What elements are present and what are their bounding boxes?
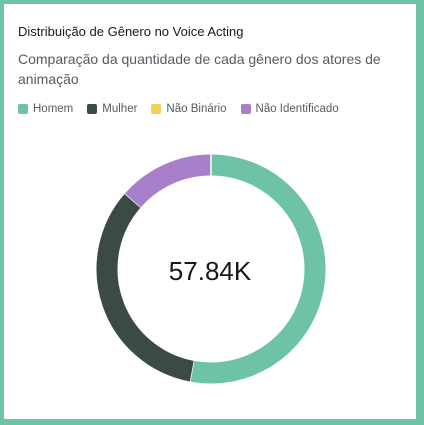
- legend-label: Mulher: [102, 103, 138, 115]
- donut-slice-homem[interactable]: [189, 154, 326, 384]
- legend-item-nao-binario[interactable]: Não Binário: [151, 103, 227, 115]
- frame-edge-bottom: [0, 419, 424, 425]
- legend-swatch: [151, 104, 162, 114]
- donut-slice-n-o-identificado[interactable]: [124, 154, 212, 208]
- legend-item-homem[interactable]: Homem: [18, 103, 73, 115]
- frame-edge-right: [416, 0, 424, 425]
- chart-subtitle: Comparação da quantidade de cada gênero …: [18, 51, 381, 87]
- legend-label: Não Binário: [166, 103, 227, 115]
- legend-swatch: [240, 104, 251, 114]
- slice-separator: [189, 360, 195, 382]
- legend-label: Não Identificado: [255, 103, 339, 115]
- legend-swatch: [87, 104, 98, 114]
- legend-item-nao-identificado[interactable]: Não Identificado: [240, 103, 339, 115]
- donut-chart: 57.84K: [96, 154, 326, 384]
- donut-slices: [96, 154, 326, 384]
- slice-separator: [124, 192, 142, 208]
- chart-legend: Homem Mulher Não Binário Não Identificad…: [18, 103, 353, 115]
- chart-card: Distribuição de Gênero no Voice Acting C…: [4, 4, 412, 415]
- legend-item-mulher[interactable]: Mulher: [87, 103, 137, 115]
- chart-title: Distribuição de Gênero no Voice Acting: [18, 24, 244, 39]
- donut-center-total: 57.84K: [169, 256, 252, 286]
- donut-slice-mulher[interactable]: [96, 193, 194, 382]
- legend-label: Homem: [33, 103, 74, 115]
- legend-swatch: [18, 104, 28, 114]
